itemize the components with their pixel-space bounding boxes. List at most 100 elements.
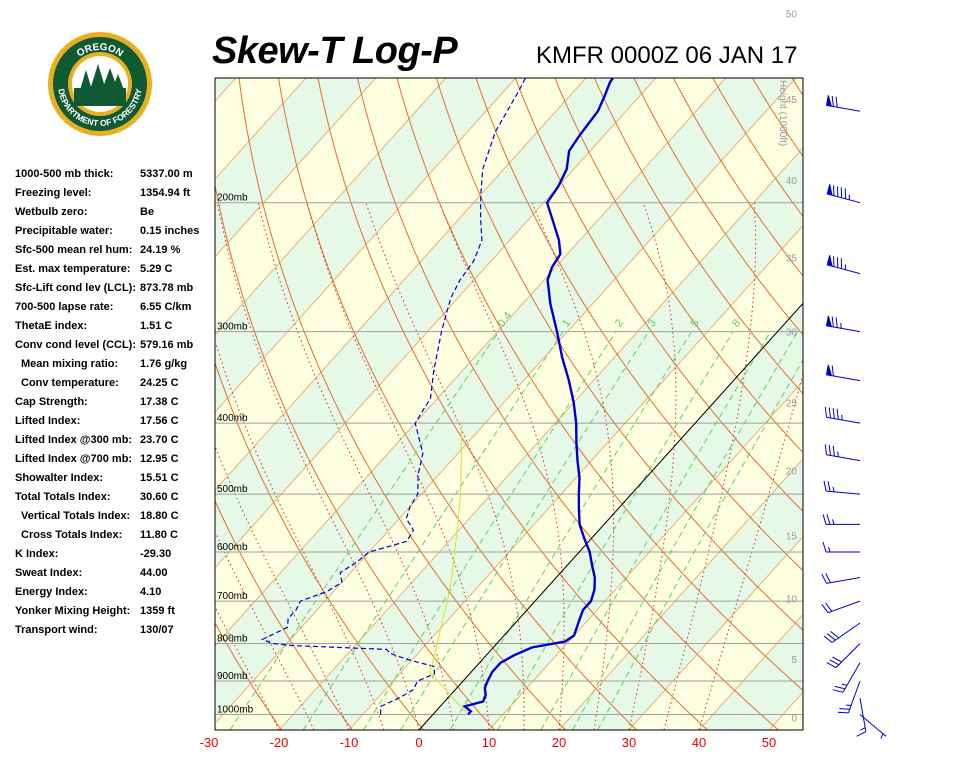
temperature-tick-label: 20	[552, 735, 566, 750]
wind-barb-feather	[822, 541, 827, 553]
index-value: 11.80 C	[140, 529, 178, 541]
isotherm-line	[0, 0, 182, 730]
wind-barb	[832, 662, 861, 693]
temperature-tick-label: -10	[340, 735, 359, 750]
index-row: Showalter Index: 15.51 C	[15, 472, 215, 491]
index-value: 579.16 mb	[140, 339, 194, 351]
isotherm-line	[558, 458, 803, 730]
dry-adiabat-line	[215, 499, 353, 730]
isotherm-line	[215, 78, 587, 491]
height-tick-label: 5	[791, 655, 797, 666]
index-value: 17.38 C	[140, 396, 179, 408]
isotherm-line	[215, 78, 517, 413]
wind-barb-staff	[842, 662, 861, 693]
wind-barb-half-feather	[841, 414, 843, 421]
dry-adiabat-line	[40, 0, 211, 730]
moist-adiabat-lines	[215, 202, 803, 730]
mixing-ratio-line	[597, 359, 803, 730]
wind-barb-feather	[839, 708, 850, 710]
wind-barb	[823, 622, 861, 643]
dry-adiabat-line	[475, 78, 803, 572]
index-label: ThetaE index:	[15, 320, 88, 332]
wind-barb-feather	[826, 662, 837, 669]
index-row: Est. max temperature: 5.29 C	[15, 263, 215, 282]
dry-adiabat-line	[238, 78, 566, 730]
index-value: -29.30	[140, 548, 172, 560]
temperature-tick-label: -30	[200, 735, 219, 750]
dry-adiabat-line	[554, 78, 803, 454]
wind-barb-staff	[826, 577, 861, 584]
height-tick-label: 35	[786, 254, 798, 265]
index-value: 18.80 C	[140, 510, 179, 522]
height-tick-label: 40	[786, 176, 798, 187]
mixing-ratio-line	[449, 331, 693, 730]
wind-barb-staff	[826, 104, 861, 112]
wind-barb-feather	[836, 408, 839, 420]
index-label: Sfc-Lift cond lev (LCL):	[15, 282, 136, 294]
wind-barb-staff	[859, 714, 887, 737]
index-value: 130/07	[140, 624, 174, 636]
wind-barb-feather	[831, 96, 834, 107]
wind-barb-feather	[828, 407, 831, 418]
index-label: Conv temperature:	[21, 377, 119, 389]
wind-barb	[821, 600, 861, 614]
height-axis-label: Height (1000ft)	[777, 80, 788, 146]
temperature-tick-label: 0	[415, 735, 422, 750]
svg-text:OREGON: OREGON	[75, 42, 125, 60]
wind-barb-feather	[835, 317, 838, 328]
index-value: 6.55 C/km	[140, 301, 192, 313]
index-label: Conv cond level (CCL):	[15, 339, 137, 351]
sounding-profiles	[260, 78, 615, 716]
mixing-ratio-line	[497, 331, 734, 730]
wind-barb	[822, 514, 860, 525]
index-row: 1000-500 mb thick: 5337.00 m	[15, 168, 215, 187]
pressure-level-labels: 1000mb 900mb 800mb 700mb 600mb 500mb 400mb 300m…	[217, 193, 254, 716]
index-value: 5337.00 m	[140, 168, 193, 180]
mixing-ratio-line	[362, 331, 617, 730]
pressure-level-label: 1000mb	[217, 705, 254, 716]
dry-adiabat-line	[633, 78, 803, 336]
isotherm-line	[278, 147, 803, 730]
wind-barb-staff	[827, 264, 861, 275]
wind-barb-feather	[824, 406, 827, 418]
index-value: 24.19 %	[140, 244, 181, 256]
mixing-ratio-lines	[229, 331, 803, 730]
moist-adiabat-line	[306, 202, 490, 730]
index-label: 1000-500 mb thick:	[15, 168, 114, 180]
dry-adiabat-line	[396, 78, 803, 692]
index-label: Total Totals Index:	[15, 491, 111, 503]
index-value: 30.60 C	[140, 491, 179, 503]
wind-barb	[824, 406, 861, 424]
mixing-ratio-line	[302, 331, 564, 730]
wind-barb-half-feather	[860, 727, 866, 731]
dry-adiabat-line	[215, 621, 282, 730]
wind-barb-feather	[835, 96, 838, 108]
wind-barb-feather	[821, 603, 829, 614]
moist-adiabat-line	[365, 202, 525, 730]
index-label: Wetbulb zero:	[15, 206, 88, 218]
wind-barb-feather	[831, 365, 834, 377]
pressure-level-label: 400mb	[217, 413, 248, 424]
dry-adiabat-line	[810, 0, 960, 730]
wind-barb	[826, 255, 861, 275]
parcel_trace-line	[428, 423, 469, 715]
index-label: Sfc-500 mean rel hum:	[15, 244, 133, 256]
isotherm-line	[0, 0, 112, 730]
index-row: Vertical Totals Index: 18.80 C	[15, 510, 215, 529]
wind-barb-half-feather	[840, 323, 842, 329]
isotherm-line	[839, 0, 960, 730]
mixing-ratio-line	[540, 331, 771, 730]
index-label: Est. max temperature:	[15, 263, 131, 275]
index-label: Lifted Index @700 mb:	[15, 453, 133, 465]
mixing-ratio-line	[400, 331, 650, 730]
index-value: 1359 ft	[140, 605, 175, 617]
wind-barb-feather	[825, 573, 831, 583]
index-label: Yonker Mixing Height:	[15, 605, 131, 617]
index-label: Vertical Totals Index:	[21, 510, 131, 522]
index-row: Transport wind: 130/07	[15, 624, 215, 643]
height-tick-label: 50	[786, 10, 798, 21]
index-row: Lifted Index: 17.56 C	[15, 415, 215, 434]
index-row: Freezing level: 1354.94 ft	[15, 187, 215, 206]
index-value: 24.25 C	[140, 377, 179, 389]
